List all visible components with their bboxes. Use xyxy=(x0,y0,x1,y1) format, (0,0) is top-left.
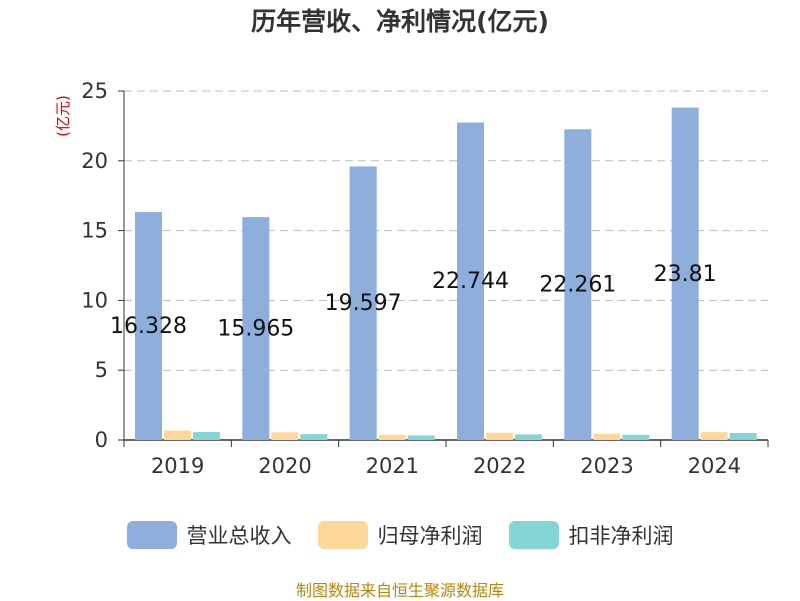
bar-2022-series-1 xyxy=(457,122,484,440)
y-tick-label: 0 xyxy=(95,428,108,452)
data-label: 19.597 xyxy=(325,291,402,316)
x-tick-label: 2024 xyxy=(688,454,741,478)
bar-2023-series-3 xyxy=(622,434,650,440)
bar-2023-series-1 xyxy=(564,129,592,440)
y-tick-label: 5 xyxy=(95,358,108,382)
legend-item[interactable]: 归母净利润 xyxy=(317,520,483,550)
bar-chart: 0 5 10 15 20 25 (亿元) 2019 2020 2021 2022 2023 2024 16… xyxy=(54,79,769,478)
bar-2019-series-2 xyxy=(164,430,191,440)
bar-2024-series-2 xyxy=(700,432,728,440)
y-tick-label: 20 xyxy=(81,149,108,173)
legend-label: 营业总收入 xyxy=(186,524,292,548)
x-tick-label: 2023 xyxy=(580,454,633,478)
data-label: 22.261 xyxy=(539,273,616,298)
bar-2019-series-1 xyxy=(135,212,162,440)
bar-2023-series-2 xyxy=(593,433,621,440)
bar-2021-series-3 xyxy=(407,435,435,440)
y-tick-label: 10 xyxy=(81,288,108,312)
chart-title: 历年营收、净利情况(亿元) xyxy=(251,7,549,36)
y-tick-label: 15 xyxy=(81,219,108,243)
x-tick-label: 2022 xyxy=(473,454,526,478)
x-tick-label: 2021 xyxy=(366,454,419,478)
legend-item[interactable]: 营业总收入 xyxy=(126,520,292,550)
data-label: 22.744 xyxy=(432,269,509,294)
data-label: 15.965 xyxy=(217,317,294,342)
data-source-note: 制图数据来自恒生聚源数据库 xyxy=(295,581,504,600)
bar-2020-series-3 xyxy=(300,434,328,440)
x-tick-label: 2019 xyxy=(151,454,204,478)
legend-swatch xyxy=(508,521,559,549)
bar-2020-series-2 xyxy=(271,432,299,440)
bar-2022-series-2 xyxy=(486,432,513,440)
bar-2021-series-1 xyxy=(349,166,377,440)
legend-swatch xyxy=(126,521,177,549)
legend-label: 扣非净利润 xyxy=(568,524,674,548)
y-axis-label: (亿元) xyxy=(54,95,72,137)
bar-2024-series-3 xyxy=(729,433,757,440)
chart-legend: 营业总收入 归母净利润 扣非净利润 xyxy=(0,517,800,553)
data-label: 23.81 xyxy=(654,262,717,287)
legend-label: 归母净利润 xyxy=(377,524,483,548)
bar-2021-series-2 xyxy=(378,434,406,440)
bar-2022-series-3 xyxy=(515,434,542,440)
bar-2019-series-3 xyxy=(193,432,220,440)
legend-item[interactable]: 扣非净利润 xyxy=(508,520,674,550)
bar-2020-series-1 xyxy=(242,217,270,440)
legend-swatch xyxy=(317,521,368,549)
x-tick-label: 2020 xyxy=(258,454,311,478)
y-tick-label: 25 xyxy=(81,79,108,103)
bar-2024-series-1 xyxy=(671,107,699,440)
data-label: 16.328 xyxy=(110,314,187,339)
